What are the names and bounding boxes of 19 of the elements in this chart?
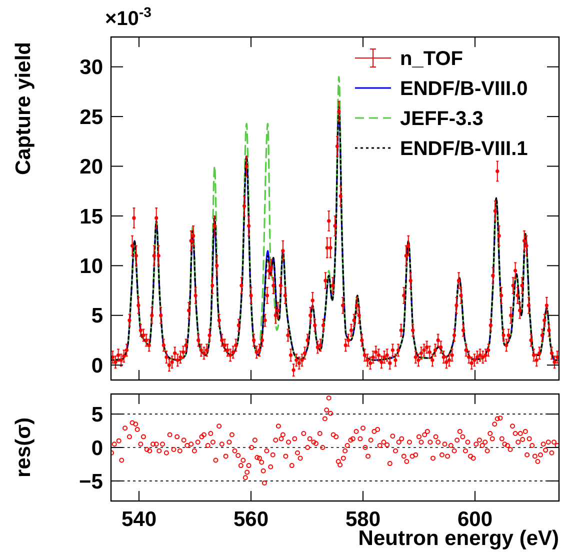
y-tick-label: 5	[91, 304, 104, 328]
x-tick-label: 540	[121, 508, 157, 531]
legend-label: JEFF-3.3	[400, 108, 484, 130]
y-tick-label: 15	[80, 205, 104, 228]
y-tick-label: −5	[79, 470, 104, 494]
legend-label: n_TOF	[400, 48, 463, 70]
legend-label: ENDF/B-VIII.0	[400, 78, 528, 100]
y-axis-title: res(σ)	[12, 418, 35, 478]
x-tick-label: 560	[233, 508, 269, 531]
y-tick-label: 5	[91, 403, 104, 426]
y-tick-label: 30	[80, 56, 103, 80]
y-tick-label: 0	[91, 354, 103, 378]
y-tick-label: 10	[80, 255, 103, 278]
legend-label: ENDF/B-VIII.1	[400, 138, 528, 160]
y-tick-label: 20	[80, 156, 103, 179]
text: ×10$^{-3}$	[105, 4, 152, 30]
y-tick-label: 25	[80, 106, 104, 129]
y-tick-label: 0	[91, 436, 103, 460]
y-axis-title: Capture yield	[12, 42, 35, 176]
